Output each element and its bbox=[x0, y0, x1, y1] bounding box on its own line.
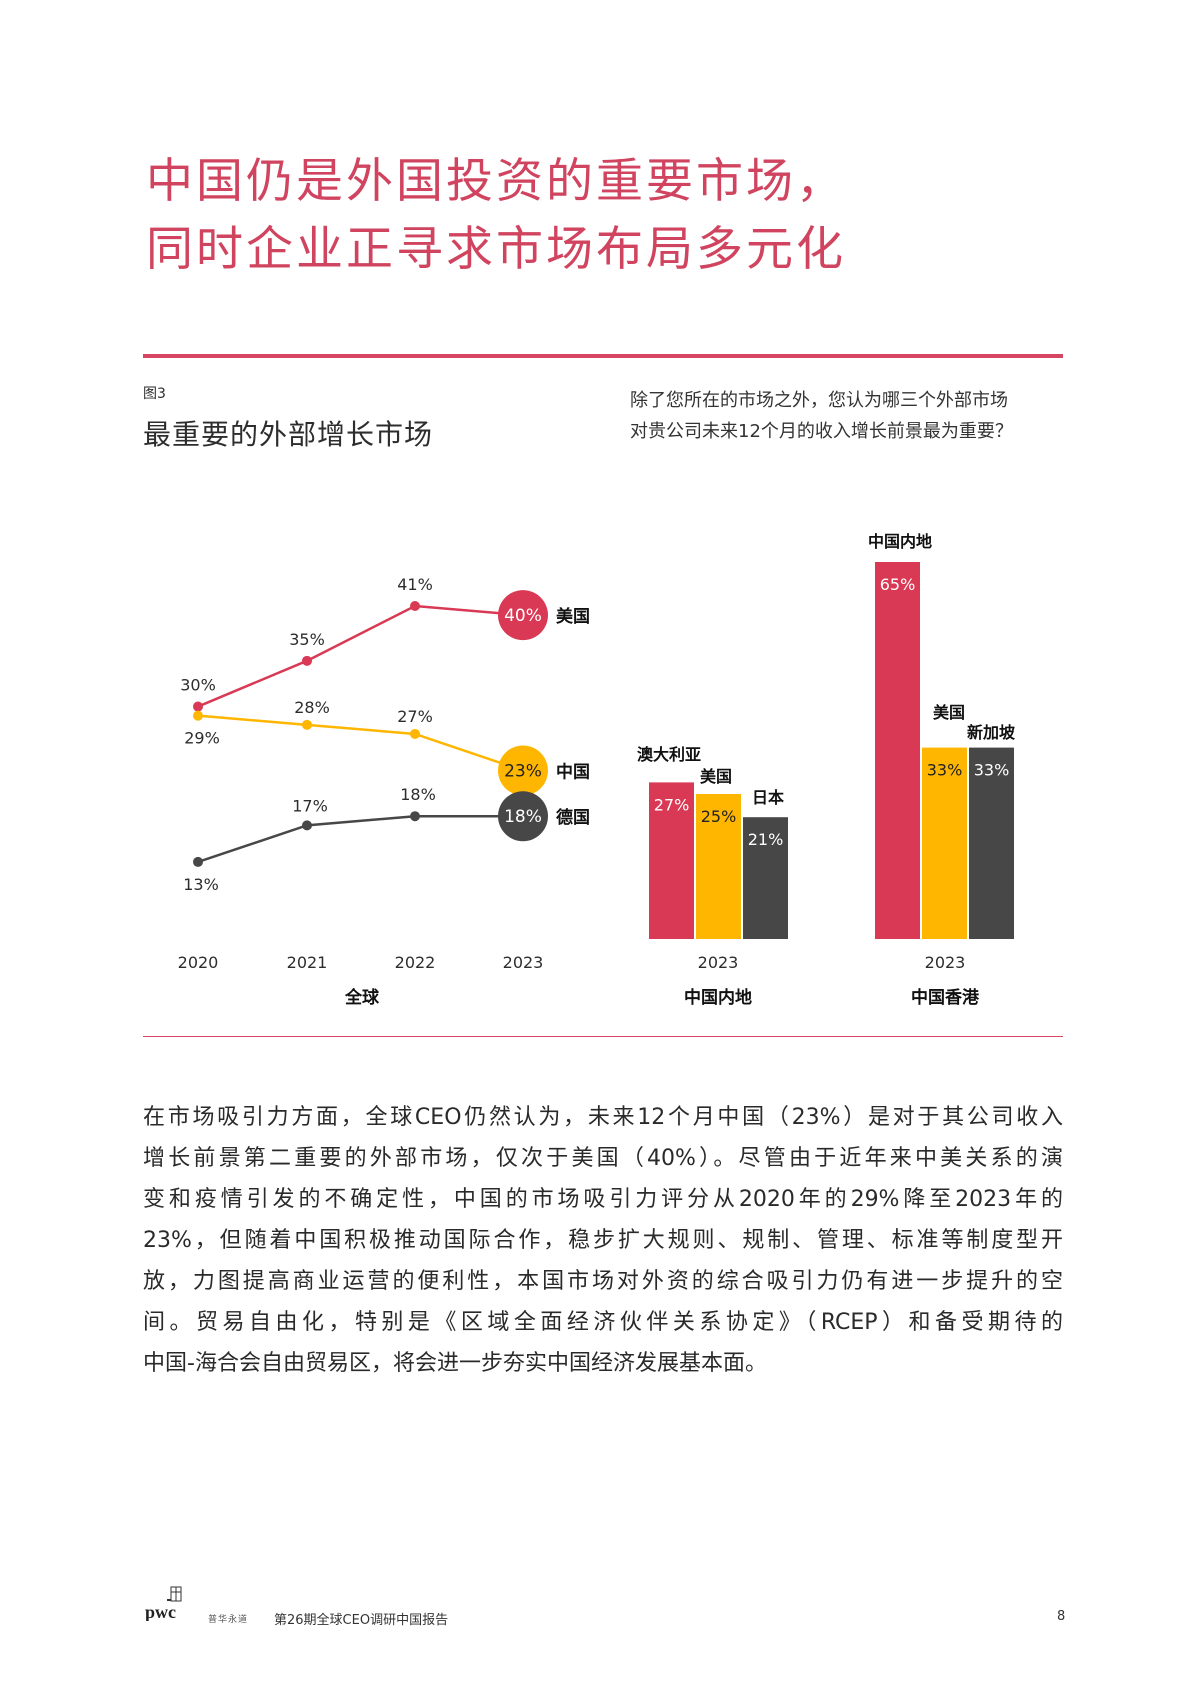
body-line: 放，力图提高商业运营的便利性，本国市场对外资的综合吸引力仍有进一步提升的空 bbox=[143, 1269, 1063, 1294]
bar-value-label: 65% bbox=[880, 575, 916, 594]
survey-question-line: 对贵公司未来12个月的收入增长前景最为重要？ bbox=[630, 421, 1013, 442]
svg-text:pwc: pwc bbox=[145, 1602, 176, 1621]
series-label: 美国 bbox=[556, 606, 590, 627]
bar-value-label: 33% bbox=[927, 761, 963, 780]
bar-value-label: 27% bbox=[654, 795, 690, 814]
data-label: 18% bbox=[400, 785, 436, 804]
x-axis-label: 全球 bbox=[344, 987, 380, 1008]
bar-category-label: 新加坡 bbox=[967, 723, 1016, 742]
figure-title: 最重要的外部增长市场 bbox=[143, 418, 434, 451]
line-series-1 bbox=[197, 714, 524, 772]
page-title-line: 同时企业正寻求市场布局多元化 bbox=[146, 222, 846, 277]
body-paragraph: 在市场吸引力方面，全球CEO仍然认为，未来12个月中国（23%）是对于其公司收入… bbox=[143, 1097, 1063, 1384]
bar-category-label: 美国 bbox=[933, 703, 965, 722]
x-axis-label: 中国内地 bbox=[684, 987, 752, 1008]
body-line: 在市场吸引力方面，全球CEO仍然认为，未来12个月中国（23%）是对于其公司收入 bbox=[143, 1105, 1063, 1130]
bar bbox=[875, 562, 920, 939]
section-divider bbox=[143, 354, 1063, 358]
data-point bbox=[410, 601, 420, 611]
x-tick-label: 2023 bbox=[925, 953, 966, 972]
end-point-label: 23% bbox=[504, 762, 542, 782]
bar-category-label: 美国 bbox=[700, 767, 732, 786]
bar bbox=[969, 747, 1014, 939]
figure-chart: 30% 35% 41% 40% 美国 29% 28% 27% 23% 中国 13% 17% 18% 18%… bbox=[178, 532, 1016, 1008]
body-line: 中国-海合会自由贸易区，将会进一步夯实中国经济发展基本面。 bbox=[143, 1351, 767, 1376]
data-point bbox=[302, 820, 312, 831]
body-line: 间。贸易自由化，特别是《区域全面经济伙伴关系协定》（RCEP）和备受期待的 bbox=[143, 1310, 1063, 1335]
body-line: 23%，但随着中国积极推动国际合作，稳步扩大规则、规制、管理、标准等制度型开 bbox=[143, 1228, 1063, 1253]
survey-question: 除了您所在的市场之外，您认为哪三个外部市场 对贵公司未来12个月的收入增长前景最… bbox=[630, 385, 1013, 447]
bar-category-label: 澳大利亚 bbox=[637, 745, 701, 764]
data-point bbox=[302, 655, 312, 666]
page-title-line: 中国仍是外国投资的重要市场， bbox=[146, 154, 846, 209]
x-tick-label: 2023 bbox=[698, 953, 739, 972]
pwc-logo-mark: pwc bbox=[145, 1586, 182, 1622]
data-label: 13% bbox=[183, 875, 219, 894]
x-tick-label: 2022 bbox=[395, 953, 436, 972]
end-point-label: 18% bbox=[504, 807, 542, 827]
survey-question-line: 除了您所在的市场之外，您认为哪三个外部市场 bbox=[630, 390, 1008, 411]
bar-category-label: 中国内地 bbox=[868, 532, 932, 551]
data-label: 41% bbox=[397, 575, 433, 594]
data-label: 30% bbox=[180, 676, 216, 695]
figure-number: 图3 bbox=[143, 386, 166, 402]
bar-value-label: 33% bbox=[974, 761, 1010, 780]
x-axis-label: 中国香港 bbox=[911, 987, 980, 1008]
line-series-2 bbox=[197, 814, 523, 864]
end-point-label: 40% bbox=[504, 606, 542, 626]
bar bbox=[922, 747, 967, 939]
end-point-bubble bbox=[498, 590, 548, 641]
bar-category-label: 日本 bbox=[752, 788, 784, 807]
x-tick-label: 2021 bbox=[287, 953, 328, 972]
bar-value-label: 25% bbox=[701, 807, 737, 826]
end-point-bubble bbox=[498, 745, 548, 796]
data-point bbox=[410, 728, 420, 739]
data-label: 27% bbox=[397, 707, 433, 726]
bar bbox=[649, 782, 694, 939]
bar-value-label: 21% bbox=[748, 830, 784, 849]
series-label: 德国 bbox=[556, 807, 590, 828]
data-point bbox=[193, 701, 203, 712]
data-point bbox=[193, 856, 203, 867]
data-point bbox=[302, 719, 312, 730]
footer-report-name: 第26期全球CEO调研中国报告 bbox=[274, 1613, 449, 1628]
data-label: 28% bbox=[294, 698, 330, 717]
chart-divider bbox=[143, 1036, 1063, 1037]
data-label: 17% bbox=[292, 796, 328, 815]
x-tick-label: 2023 bbox=[503, 953, 544, 972]
line-series-0 bbox=[197, 604, 524, 708]
body-line: 增长前景第二重要的外部市场，仅次于美国（40%）。尽管由于近年来中美关系的演 bbox=[143, 1146, 1063, 1171]
footer-motto: 普华永道 bbox=[208, 1615, 249, 1625]
data-point bbox=[410, 811, 420, 822]
pwc-logo: pwc bbox=[145, 1585, 195, 1625]
page-number: 8 bbox=[1057, 1609, 1066, 1624]
body-line: 变和疫情引发的不确定性，中国的市场吸引力评分从2020年的29%降至2023年的 bbox=[143, 1187, 1063, 1212]
data-label: 29% bbox=[184, 729, 220, 748]
x-tick-label: 2020 bbox=[178, 953, 219, 972]
end-point-bubble bbox=[498, 791, 548, 842]
page-title: 中国仍是外国投资的重要市场， 同时企业正寻求市场布局多元化 bbox=[146, 148, 846, 284]
bar bbox=[743, 817, 788, 939]
bar bbox=[696, 794, 741, 939]
data-point bbox=[193, 710, 203, 721]
series-label: 中国 bbox=[556, 762, 590, 783]
data-label: 35% bbox=[289, 630, 325, 649]
